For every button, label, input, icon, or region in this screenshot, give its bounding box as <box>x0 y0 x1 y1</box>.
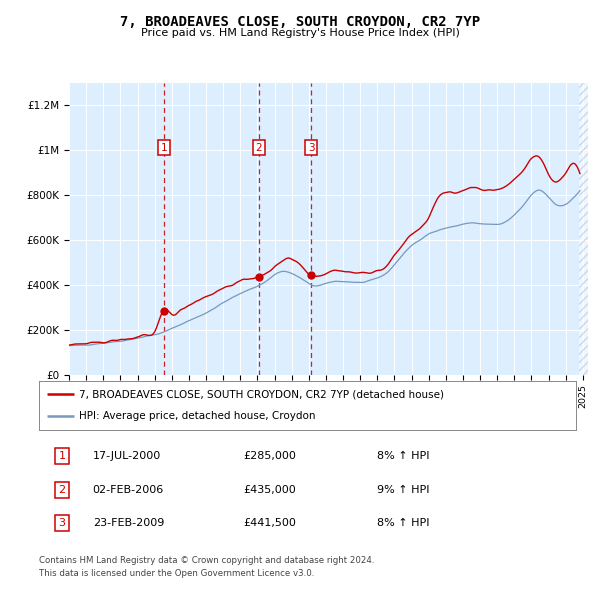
Text: This data is licensed under the Open Government Licence v3.0.: This data is licensed under the Open Gov… <box>39 569 314 578</box>
Text: £285,000: £285,000 <box>243 451 296 461</box>
Text: 1: 1 <box>161 143 167 153</box>
Text: 23-FEB-2009: 23-FEB-2009 <box>93 519 164 528</box>
Text: 2: 2 <box>59 485 65 494</box>
Bar <box>578 83 588 375</box>
Text: 7, BROADEAVES CLOSE, SOUTH CROYDON, CR2 7YP (detached house): 7, BROADEAVES CLOSE, SOUTH CROYDON, CR2 … <box>79 389 444 399</box>
Text: HPI: Average price, detached house, Croydon: HPI: Average price, detached house, Croy… <box>79 411 316 421</box>
Text: 3: 3 <box>59 519 65 528</box>
Text: 8% ↑ HPI: 8% ↑ HPI <box>377 519 430 528</box>
Text: Contains HM Land Registry data © Crown copyright and database right 2024.: Contains HM Land Registry data © Crown c… <box>39 556 374 565</box>
Text: Price paid vs. HM Land Registry's House Price Index (HPI): Price paid vs. HM Land Registry's House … <box>140 28 460 38</box>
Text: 9% ↑ HPI: 9% ↑ HPI <box>377 485 430 494</box>
Text: 1: 1 <box>59 451 65 461</box>
Text: 8% ↑ HPI: 8% ↑ HPI <box>377 451 430 461</box>
Text: 02-FEB-2006: 02-FEB-2006 <box>93 485 164 494</box>
Text: 7, BROADEAVES CLOSE, SOUTH CROYDON, CR2 7YP: 7, BROADEAVES CLOSE, SOUTH CROYDON, CR2 … <box>120 15 480 29</box>
Text: 2: 2 <box>256 143 262 153</box>
Text: £441,500: £441,500 <box>243 519 296 528</box>
Text: £435,000: £435,000 <box>243 485 296 494</box>
Text: 3: 3 <box>308 143 314 153</box>
Text: 17-JUL-2000: 17-JUL-2000 <box>93 451 161 461</box>
